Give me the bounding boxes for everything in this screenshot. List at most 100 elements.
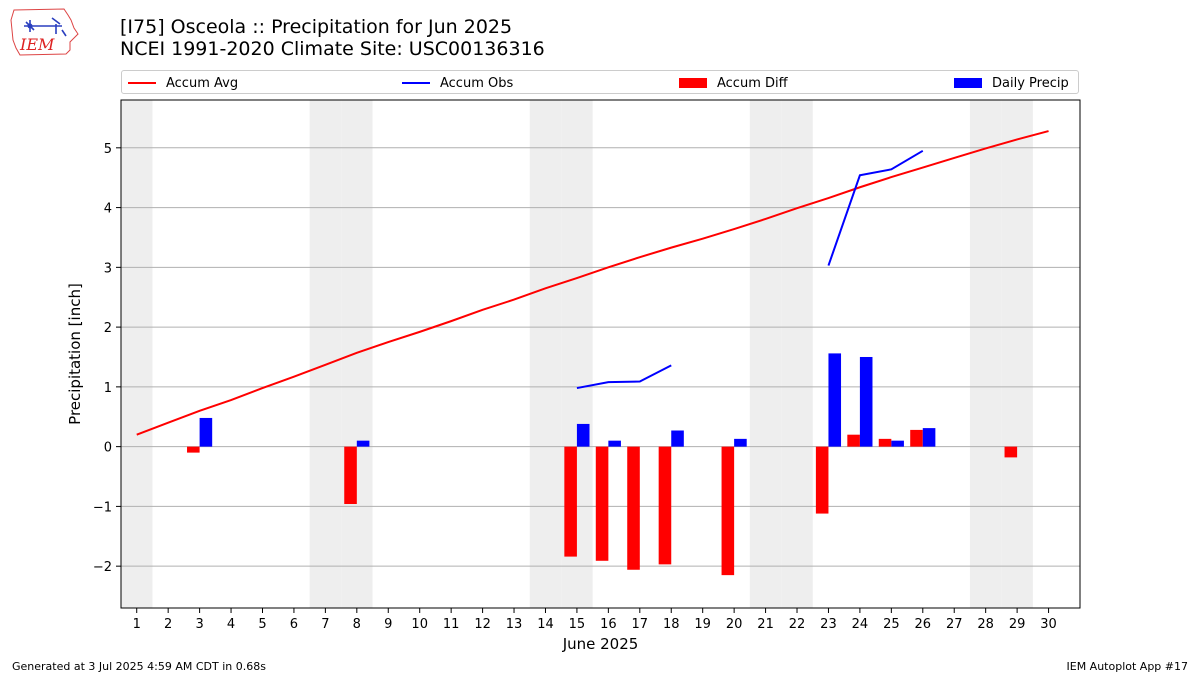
y-tick-label: 1 [104, 381, 112, 396]
weekend-shading [121, 100, 1033, 608]
x-tick-label: 22 [789, 617, 806, 632]
legend-label-daily-precip: Daily Precip [992, 75, 1069, 91]
legend-item-accum-obs: Accum Obs [402, 74, 513, 92]
weekend-band-day-8 [341, 100, 373, 608]
daily-precip-bar-day-25 [891, 440, 904, 447]
weekend-band-day-1 [121, 100, 153, 608]
accum-avg-line [136, 130, 1049, 436]
daily-precip-bar-day-26 [922, 428, 936, 447]
x-tick-label: 12 [474, 617, 491, 632]
x-tick-label: 8 [353, 617, 361, 632]
weekend-band-day-29 [1001, 100, 1033, 608]
accum-diff-bar-day-23 [815, 446, 829, 514]
accum-diff-bar-day-16 [595, 446, 609, 561]
x-tick-label: 18 [663, 617, 680, 632]
iem-logo: IEM [10, 8, 79, 56]
x-tick-label: 29 [1009, 617, 1026, 632]
x-tick-label: 4 [227, 617, 235, 632]
x-tick-label: 20 [726, 617, 743, 632]
legend: Accum Avg Accum Obs Accum Diff Daily Pre… [121, 70, 1079, 94]
weekend-band-day-21 [749, 100, 782, 608]
accum-diff-bar-day-18 [658, 446, 672, 565]
accum-diff-bar-day-29 [1004, 446, 1018, 458]
legend-swatch-accum-diff [679, 78, 707, 88]
daily-precip-bar-day-8 [356, 440, 370, 447]
y-tick-label: −2 [93, 560, 112, 575]
accum-diff-bar-day-8 [344, 446, 357, 505]
legend-swatch-accum-obs [402, 82, 430, 84]
x-tick-label: 9 [384, 617, 392, 632]
x-tick-label: 1 [133, 617, 141, 632]
footer-generated: Generated at 3 Jul 2025 4:59 AM CDT in 0… [12, 660, 266, 673]
legend-label-accum-avg: Accum Avg [166, 75, 239, 91]
x-tick-label: 14 [537, 617, 554, 632]
legend-item-daily-precip: Daily Precip [954, 74, 1069, 92]
legend-label-accum-diff: Accum Diff [717, 75, 788, 91]
legend-swatch-daily-precip [954, 78, 982, 88]
accum-diff-bar-day-3 [187, 446, 200, 453]
y-tick-label: 2 [104, 321, 112, 336]
y-tick-label: 4 [104, 202, 112, 217]
daily-precip-bar-day-23 [828, 353, 842, 447]
logo-text: IEM [19, 35, 55, 54]
x-axis-label: June 2025 [562, 635, 639, 653]
legend-swatch-accum-avg [128, 82, 156, 84]
x-tick-label: 16 [600, 617, 617, 632]
x-tick-label: 24 [852, 617, 869, 632]
y-tick-label: 5 [104, 142, 112, 157]
x-tick-label: 17 [632, 617, 649, 632]
daily-precip-bar-day-15 [576, 423, 590, 447]
weekend-band-day-28 [969, 100, 1002, 608]
x-tick-label: 5 [258, 617, 266, 632]
legend-label-accum-obs: Accum Obs [440, 75, 514, 91]
station-dot-icon [27, 23, 33, 29]
y-tick-label: 0 [104, 441, 112, 456]
x-tick-label: 19 [694, 617, 711, 632]
y-tick-label: −1 [93, 500, 112, 515]
legend-item-accum-diff: Accum Diff [679, 74, 788, 92]
x-tick-label: 3 [195, 617, 203, 632]
daily-precip-bar-day-24 [859, 356, 873, 447]
legend-item-accum-avg: Accum Avg [128, 74, 238, 92]
series-lines [136, 130, 1049, 436]
plot-frame [120, 99, 1081, 609]
accum-diff-bar-day-20 [721, 446, 735, 576]
x-tick-label: 2 [164, 617, 172, 632]
daily-precip-bar-day-16 [608, 440, 621, 447]
accum-diff-bar-day-17 [627, 446, 640, 570]
x-tick-label: 28 [977, 617, 994, 632]
accum-obs-line-segment-2 [827, 149, 924, 266]
weekend-band-day-14 [529, 100, 562, 608]
accum-diff-bar-day-24 [847, 434, 860, 447]
x-tick-label: 27 [946, 617, 963, 632]
chart-subtitle: NCEI 1991-2020 Climate Site: USC00136316 [120, 38, 545, 60]
x-tick-label: 21 [757, 617, 774, 632]
daily-precip-bar-day-18 [671, 430, 684, 447]
accum-diff-bar-day-25 [878, 438, 892, 447]
chart-title: [I75] Osceola :: Precipitation for Jun 2… [120, 16, 513, 38]
footer-app: IEM Autoplot App #17 [1066, 660, 1189, 673]
x-tick-label: 11 [443, 617, 460, 632]
x-tick-label: 25 [883, 617, 900, 632]
y-tick-label: 3 [104, 261, 112, 276]
x-tick-label: 7 [321, 617, 329, 632]
accum-diff-bar-day-15 [564, 446, 577, 557]
x-tick-label: 10 [411, 617, 428, 632]
x-tick-label: 26 [915, 617, 932, 632]
x-tick-label: 15 [569, 617, 586, 632]
bars [187, 353, 1018, 576]
accum-obs-line-segment-1 [576, 364, 672, 390]
daily-precip-bar-day-20 [734, 438, 747, 447]
x-tick-label: 6 [290, 617, 298, 632]
iowa-outline-icon [10, 8, 79, 56]
weekend-band-day-7 [309, 100, 342, 608]
y-axis-label: Precipitation [inch] [66, 283, 84, 425]
accum-diff-bar-day-26 [910, 429, 923, 447]
daily-precip-bar-day-3 [199, 417, 213, 447]
x-tick-label: 30 [1040, 617, 1057, 632]
weekend-band-day-22 [781, 100, 813, 608]
x-tick-label: 23 [820, 617, 837, 632]
x-tick-label: 13 [506, 617, 523, 632]
